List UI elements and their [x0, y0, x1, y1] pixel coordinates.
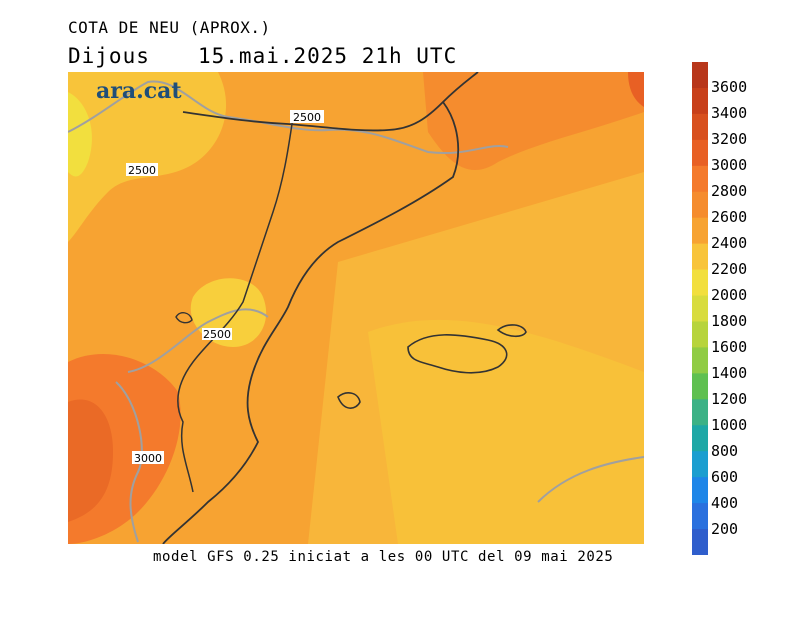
colorbar-swatch: [692, 243, 708, 271]
ne-high-zone: [423, 72, 644, 171]
colorbar-swatch: [692, 113, 708, 141]
colorbar-label: 1800: [711, 311, 748, 330]
mallorca-island: [407, 334, 508, 374]
colorbar-swatch: [692, 165, 708, 193]
contour-label: 2500: [126, 163, 158, 177]
svg-text:2500: 2500: [293, 111, 321, 124]
colorbar-label: 3000: [711, 156, 748, 175]
map-canvas: 2500 2500 2500 3000: [68, 72, 644, 544]
ne-corner-zone: [628, 72, 644, 107]
colorbar-swatch: [692, 139, 708, 167]
svg-text:3000: 3000: [134, 452, 162, 465]
colorbar-swatch: [692, 295, 708, 322]
colorbar-label: 2800: [711, 182, 748, 201]
inland-border: [177, 116, 294, 493]
contour-line-3000: [115, 381, 143, 543]
contour-line-sea: [537, 456, 644, 503]
ibiza-island: [337, 392, 361, 409]
contour-label: 3000: [132, 451, 164, 465]
colorbar-label: 1400: [711, 363, 748, 382]
sw-highest-zone: [68, 399, 113, 522]
forecast-day: Dijous: [68, 44, 150, 68]
colorbar: [692, 62, 708, 556]
contour-line-2500-north: [68, 80, 509, 154]
colorbar-label: 800: [711, 441, 739, 460]
snow-level-map: 2500 2500 2500 3000: [68, 72, 644, 544]
colorbar-label: 200: [711, 519, 739, 538]
colorbar-swatches: [692, 62, 708, 556]
colorbar-swatch: [692, 62, 708, 89]
sea-lighter-fill: [368, 319, 644, 544]
inland-feature: [175, 312, 193, 324]
colorbar-label: 2000: [711, 286, 748, 305]
colorbar-label: 1600: [711, 337, 748, 356]
svg-text:2500: 2500: [128, 164, 156, 177]
colorbar-swatch: [692, 503, 708, 530]
nw-low-zone: [68, 72, 227, 242]
colorbar-swatch: [692, 529, 708, 556]
pyrenees-border: [182, 72, 479, 132]
map-title: COTA DE NEU (APROX.): [68, 18, 271, 37]
svg-text:2500: 2500: [203, 328, 231, 341]
colorbar-swatch: [692, 217, 708, 245]
colorbar-label: 400: [711, 493, 739, 512]
colorbar-swatch: [692, 399, 708, 426]
forecast-datetime: 15.mai.2025 21h UTC: [198, 44, 458, 68]
colorbar-swatch: [692, 347, 708, 374]
colorbar-swatch: [692, 373, 708, 400]
colorbar-label: 600: [711, 467, 739, 486]
nw-lowest-zone: [68, 92, 92, 177]
colorbar-label: 1000: [711, 415, 748, 434]
model-info: model GFS 0.25 iniciat a les 00 UTC del …: [153, 549, 614, 565]
colorbar-swatch: [692, 451, 708, 478]
colorbar-label: 2400: [711, 234, 748, 253]
contour-label: 2500: [290, 110, 324, 124]
colorbar-label: 2200: [711, 260, 748, 279]
colorbar-label: 3400: [711, 104, 748, 123]
colorbar-swatch: [692, 425, 708, 452]
colorbar-swatch: [692, 191, 708, 219]
ara-cat-logo: ara.cat: [96, 78, 182, 104]
contour-label: 2500: [202, 328, 232, 341]
colorbar-swatch: [692, 87, 708, 115]
contour-line-2500-central: [127, 308, 269, 373]
colorbar-labels: 3600 3400 3200 3000 2800 2600 2400 2200 2000 1800…: [711, 62, 791, 555]
colorbar-swatch: [692, 269, 708, 297]
colorbar-label: 3600: [711, 78, 748, 97]
colorbar-swatch: [692, 477, 708, 504]
colorbar-label: 3200: [711, 130, 748, 149]
coastline: [162, 101, 460, 544]
menorca-island: [496, 324, 527, 338]
colorbar-label: 2600: [711, 208, 748, 227]
colorbar-label: 1200: [711, 389, 748, 408]
colorbar-swatch: [692, 321, 708, 348]
